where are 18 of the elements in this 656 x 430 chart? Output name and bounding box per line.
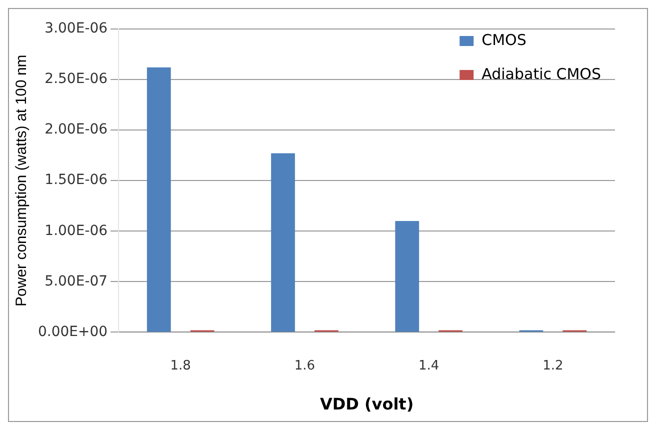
y-tick-label: 5.00E-07: [44, 273, 108, 290]
bar: [146, 67, 171, 332]
y-axis-title: Power consumption (watts) at 100 nm: [13, 54, 30, 306]
x-tick-label: 1.2: [542, 358, 564, 374]
y-tick-label: 0.00E+00: [38, 324, 108, 340]
bar: [271, 153, 295, 332]
x-tick-label: 1.6: [294, 358, 316, 374]
x-axis-title: VDD (volt): [320, 394, 414, 414]
y-tick-label: 2.00E-06: [44, 122, 108, 138]
y-tick-label: 3.00E-06: [44, 20, 108, 37]
y-tick-label: 1.00E-06: [44, 222, 108, 239]
x-tick-label: 1.4: [418, 358, 440, 374]
bar: [395, 221, 420, 332]
legend-label: Adiabatic CMOS: [482, 64, 602, 83]
x-tick-label: 1.8: [170, 358, 191, 374]
legend-label: CMOS: [482, 30, 526, 49]
y-tick-label: 1.50E-06: [44, 172, 108, 188]
y-tick-label: 2.50E-06: [44, 71, 108, 88]
